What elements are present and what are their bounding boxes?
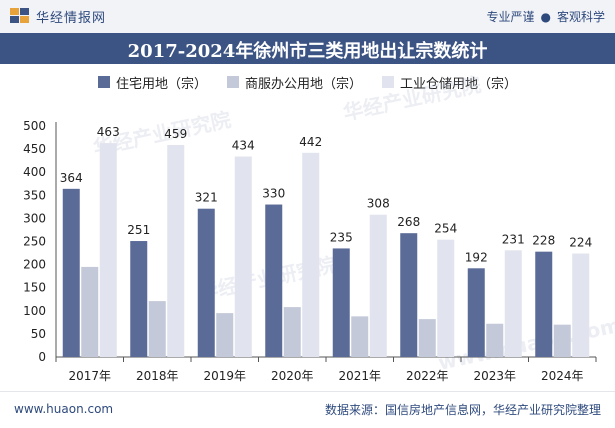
y-tick-label: 400 [23,165,46,179]
legend-item-industrial: 工业仓储用地（宗） [382,73,517,92]
y-tick-label: 0 [38,350,46,364]
slogan-dot: ● [540,10,551,24]
bar-2021年-商服办公用地（宗） [351,316,369,357]
legend-item-commercial: 商服办公用地（宗） [226,73,362,92]
bar-2020年-商服办公用地（宗） [283,307,301,357]
legend-swatch-residential [97,76,110,88]
y-tick-label: 50 [31,327,46,341]
data-label: 192 [465,250,488,264]
bar-2024年-商服办公用地（宗） [553,324,571,357]
data-label: 434 [232,138,255,152]
data-label: 442 [299,135,322,149]
y-tick-label: 200 [23,258,46,272]
x-tick-label: 2020年 [271,369,314,383]
y-tick-label: 100 [23,304,46,318]
x-tick-label: 2021年 [338,369,381,383]
legend-label-industrial: 工业仓储用地（宗） [400,76,518,92]
bar-2018年-商服办公用地（宗） [148,301,166,357]
chart-title: 2017-2024年徐州市三类用地出让宗数统计 [127,41,488,62]
legend-label-residential: 住宅用地（宗） [115,76,207,92]
bar-2023年-住宅用地（宗） [467,268,485,357]
data-label: 235 [330,230,353,244]
y-tick-label: 150 [23,281,46,295]
title-bar [0,33,615,64]
data-label: 268 [397,215,420,229]
footer-bar [0,391,615,428]
bar-2019年-工业仓储用地（宗） [234,156,252,357]
bar-2023年-工业仓储用地（宗） [504,250,522,357]
chart-legend: 住宅用地（宗） 商服办公用地（宗） 工业仓储用地（宗） [0,72,615,92]
data-label: 254 [434,222,457,236]
bar-2022年-住宅用地（宗） [400,233,418,357]
bar-2021年-住宅用地（宗） [332,248,350,357]
y-tick-label: 350 [23,188,46,202]
bar-2023年-商服办公用地（宗） [486,323,504,357]
bar-2017年-住宅用地（宗） [62,188,80,357]
header-bar: 华经情报网 专业严谨 ● 客观科学 [0,0,615,33]
data-label: 364 [60,171,83,185]
x-tick-label: 2023年 [473,369,516,383]
data-label: 224 [569,236,592,250]
data-label: 459 [164,127,187,141]
x-tick-label: 2018年 [136,369,179,383]
data-label: 228 [532,234,555,248]
bar-2021年-工业仓储用地（宗） [369,214,387,357]
bar-2018年-工业仓储用地（宗） [167,144,185,357]
data-label: 308 [367,197,390,211]
bar-2017年-商服办公用地（宗） [81,266,99,357]
data-label: 330 [262,187,285,201]
bar-2018年-住宅用地（宗） [130,241,148,357]
bar-2024年-住宅用地（宗） [535,251,553,357]
bar-2020年-住宅用地（宗） [265,204,283,357]
brand-name: 华经情报网 [36,11,107,26]
bar-2022年-商服办公用地（宗） [418,319,436,357]
huajing-logo-icon [10,8,29,23]
x-tick-label: 2022年 [406,369,449,383]
slogan-left: 专业严谨 [486,10,535,24]
bar-2017年-工业仓储用地（宗） [99,143,117,357]
slogan: 专业严谨 ● 客观科学 [486,8,605,25]
bar-2019年-商服办公用地（宗） [216,313,234,357]
data-label: 231 [502,232,525,246]
legend-label-commercial: 商服办公用地（宗） [244,76,362,92]
data-label: 251 [127,223,150,237]
data-label: 463 [97,125,120,139]
x-tick-label: 2017年 [68,369,111,383]
y-tick-label: 500 [23,119,46,133]
y-tick-label: 450 [23,142,46,156]
data-label: 321 [195,191,218,205]
legend-swatch-industrial [382,76,394,88]
y-tick-label: 300 [23,211,46,225]
bar-2022年-工业仓储用地（宗） [437,239,455,357]
bar-2020年-工业仓储用地（宗） [302,152,320,357]
footer-url: www.huaon.com [14,402,114,416]
bar-2024年-工业仓储用地（宗） [572,253,590,357]
x-tick-label: 2019年 [203,369,246,383]
data-source: 数据来源：国信房地产信息网，华经产业研究院整理 [324,403,601,417]
x-tick-label: 2024年 [541,369,584,383]
slogan-right: 客观科学 [556,10,605,24]
legend-swatch-commercial [226,76,239,88]
legend-item-residential: 住宅用地（宗） [97,73,207,92]
y-tick-label: 250 [23,235,46,249]
watermark-text: 华经产业研究院 [341,72,483,125]
bar-2019年-住宅用地（宗） [197,208,215,357]
